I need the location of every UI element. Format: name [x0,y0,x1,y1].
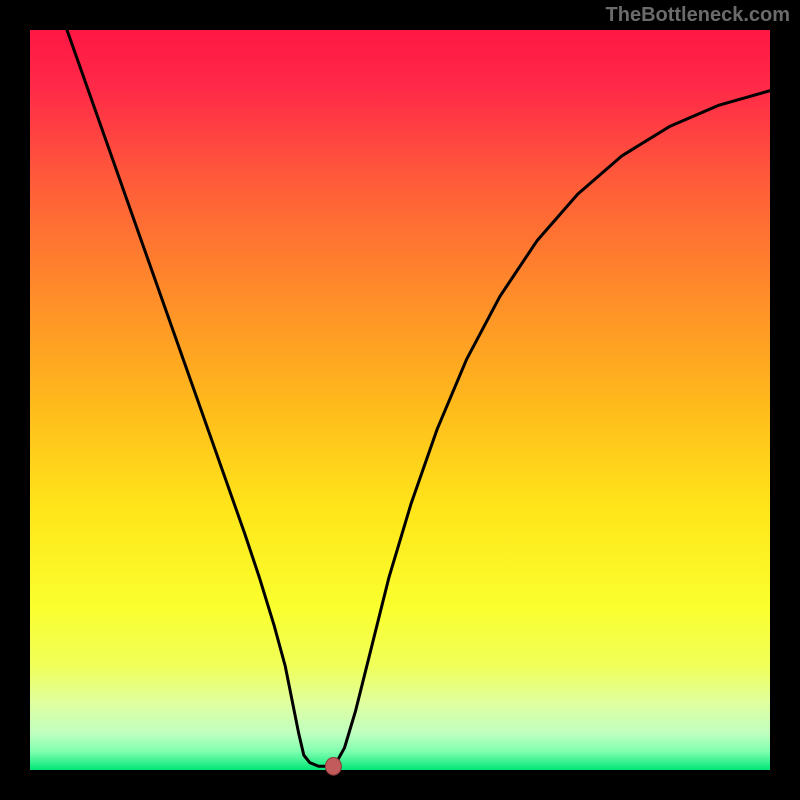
watermark-text: TheBottleneck.com [606,4,790,27]
minimum-marker [325,758,341,776]
bottleneck-chart [0,0,800,800]
chart-container: TheBottleneck.com [0,0,800,800]
plot-background [30,30,770,770]
